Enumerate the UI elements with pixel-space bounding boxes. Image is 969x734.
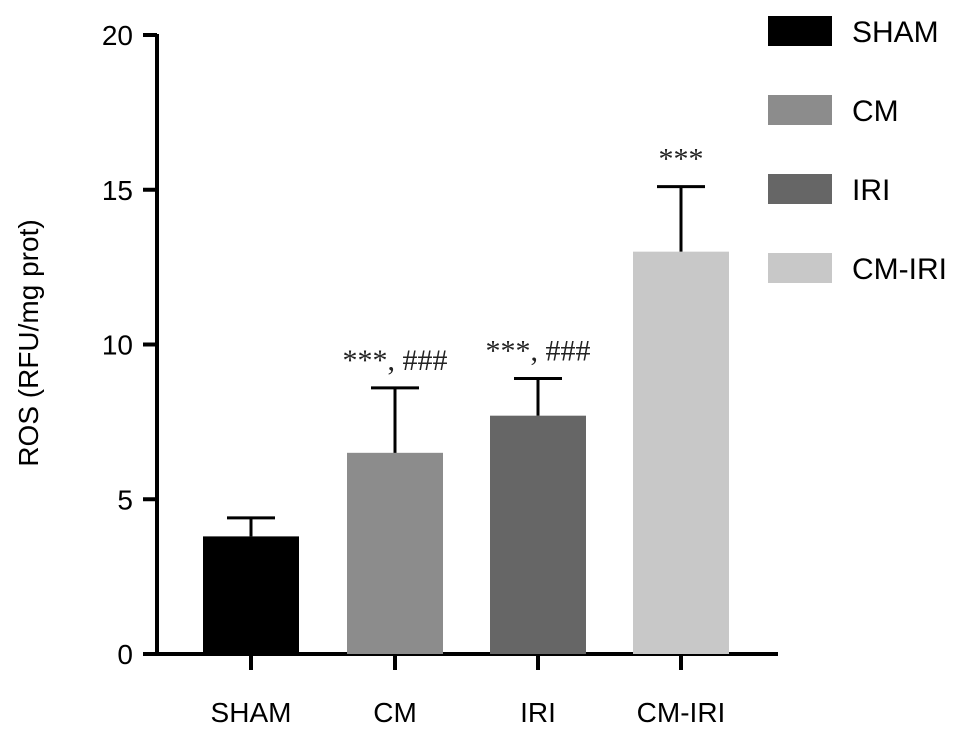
legend-swatch-cm (768, 95, 832, 125)
error-bars (227, 185, 705, 537)
legend-label-sham: SHAM (852, 16, 939, 49)
y-tick-label-10: 10 (102, 330, 133, 361)
legend-label-cm-iri: CM-IRI (852, 253, 947, 286)
legend-label-iri: IRI (852, 174, 890, 207)
significance-label-cm-iri: *** (659, 143, 704, 176)
y-tick-label-5: 5 (117, 484, 133, 515)
y-tick-label-0: 0 (117, 639, 133, 670)
x-tick-label-iri: IRI (520, 697, 556, 728)
y-axis-label: ROS (RFU/mg prot) (13, 219, 44, 466)
legend-swatch-sham (768, 16, 832, 46)
y-tick-label-20: 20 (102, 20, 133, 51)
legend-label-cm: CM (852, 95, 899, 128)
bar-iri (490, 415, 586, 654)
significance-label-cm: ***, ### (343, 344, 448, 377)
bar-cm-iri (633, 251, 729, 654)
y-tick-label-15: 15 (102, 175, 133, 206)
bar-sham (203, 536, 299, 654)
annotations: ***, ### ***, ### *** (343, 143, 704, 377)
legend: SHAM CM IRI CM-IRI (768, 16, 947, 286)
bars (203, 251, 729, 654)
x-tick-label-cm: CM (373, 697, 417, 728)
significance-label-iri: ***, ### (486, 335, 591, 368)
bar-cm (347, 452, 443, 654)
x-tick-label-cm-iri: CM-IRI (637, 697, 726, 728)
legend-swatch-cm-iri (768, 253, 832, 283)
x-tick-label-sham: SHAM (211, 697, 292, 728)
legend-swatch-iri (768, 174, 832, 204)
